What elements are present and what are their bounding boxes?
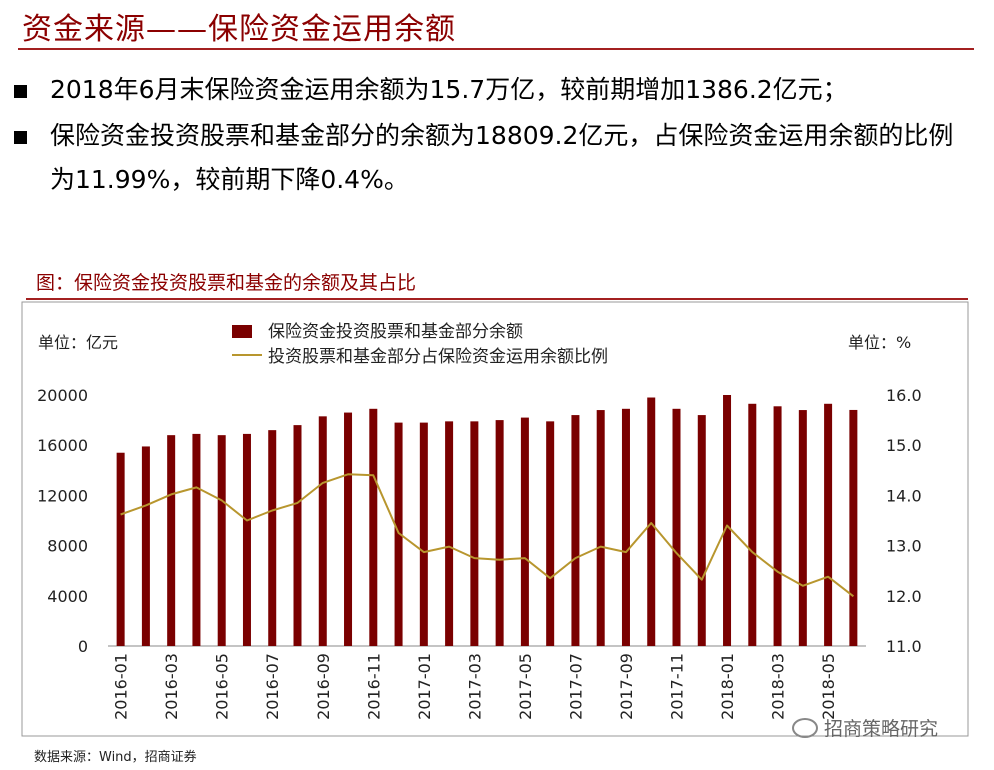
x-tick-label: 2017-07 xyxy=(566,653,585,720)
bar xyxy=(141,446,150,646)
bar xyxy=(672,408,681,646)
left-tick-label: 8000 xyxy=(47,537,88,556)
x-tick-label: 2018-03 xyxy=(769,653,788,720)
right-tick-label: 15.0 xyxy=(886,436,922,455)
bar xyxy=(318,416,327,646)
bar xyxy=(571,415,580,646)
bullet-2-text: 保险资金投资股票和基金部分的余额为18809.2亿元，占保险资金运用余额的比例为… xyxy=(50,121,954,194)
chart-frame xyxy=(21,301,969,737)
bar xyxy=(268,430,277,646)
left-tick-label: 16000 xyxy=(37,436,88,455)
watermark-text: 招商策略研究 xyxy=(824,718,939,740)
bar xyxy=(647,397,656,646)
x-tick-label: 2018-01 xyxy=(718,653,737,720)
left-tick-label: 0 xyxy=(78,637,88,656)
right-tick-label: 12.0 xyxy=(886,587,922,606)
bar xyxy=(242,433,251,646)
bar xyxy=(394,422,403,646)
x-tick-label: 2016-07 xyxy=(263,653,282,720)
bar xyxy=(495,420,504,646)
left-tick-label: 4000 xyxy=(47,587,88,606)
bullet-square-icon xyxy=(14,131,27,144)
x-tick-label: 2017-05 xyxy=(516,653,535,720)
bullet-1-text: 2018年6月末保险资金运用余额为15.7万亿，较前期增加1386.2亿元； xyxy=(50,75,848,104)
bar xyxy=(445,421,454,646)
legend-bar-label: 保险资金投资股票和基金部分余额 xyxy=(268,322,523,342)
bar xyxy=(723,395,732,646)
bar xyxy=(546,421,555,646)
bar xyxy=(293,425,302,646)
bullet-2: 保险资金投资股票和基金部分的余额为18809.2亿元，占保险资金运用余额的比例为… xyxy=(14,114,974,202)
bar xyxy=(520,417,529,646)
chart-title-divider xyxy=(26,298,968,300)
bar xyxy=(596,410,605,646)
left-tick-label: 12000 xyxy=(37,486,88,505)
ratio-line xyxy=(120,473,855,598)
bar xyxy=(344,412,353,646)
bar xyxy=(849,409,858,646)
wechat-icon xyxy=(792,717,818,738)
x-tick-label: 2016-11 xyxy=(364,653,383,720)
right-tick-label: 13.0 xyxy=(886,537,922,556)
legend-bar-swatch xyxy=(232,325,252,338)
bar xyxy=(419,422,428,646)
bar xyxy=(217,435,226,646)
legend-line-label: 投资股票和基金部分占保险资金运用余额比例 xyxy=(268,347,608,367)
x-tick-label: 2017-11 xyxy=(668,653,687,720)
x-tick-label: 2017-03 xyxy=(465,653,484,720)
bar xyxy=(798,410,807,646)
x-tick-label: 2017-01 xyxy=(415,653,434,720)
bar xyxy=(369,408,378,646)
bar xyxy=(748,403,757,646)
bar xyxy=(697,415,706,646)
x-tick-label: 2016-03 xyxy=(162,653,181,720)
data-source: 数据来源：Wind，招商证券 xyxy=(34,750,197,765)
chart-title: 图：保险资金投资股票和基金的余额及其占比 xyxy=(36,272,417,294)
page-title: 资金来源——保险资金运用余额 xyxy=(22,12,456,47)
watermark: 招商策略研究 xyxy=(792,714,938,741)
title-divider xyxy=(18,48,974,50)
right-tick-label: 14.0 xyxy=(886,486,922,505)
bar xyxy=(621,408,630,646)
right-tick-label: 16.0 xyxy=(886,386,922,405)
bar xyxy=(470,421,479,646)
left-axis-unit: 单位：亿元 xyxy=(38,333,118,352)
bullet-1: 2018年6月末保险资金运用余额为15.7万亿，较前期增加1386.2亿元； xyxy=(14,68,974,112)
x-tick-label: 2017-09 xyxy=(617,653,636,720)
x-tick-label: 2016-09 xyxy=(314,653,333,720)
bar xyxy=(116,452,125,646)
x-tick-label: 2016-01 xyxy=(112,653,131,720)
bar xyxy=(192,433,201,646)
bar xyxy=(773,406,782,646)
left-tick-label: 20000 xyxy=(37,386,88,405)
x-tick-label: 2018-05 xyxy=(819,653,838,720)
bar xyxy=(167,435,176,646)
x-tick-label: 2016-05 xyxy=(213,653,232,720)
bar xyxy=(824,403,833,646)
right-axis-unit: 单位：% xyxy=(848,333,911,352)
bullet-square-icon xyxy=(14,85,27,98)
right-tick-label: 11.0 xyxy=(886,637,922,656)
